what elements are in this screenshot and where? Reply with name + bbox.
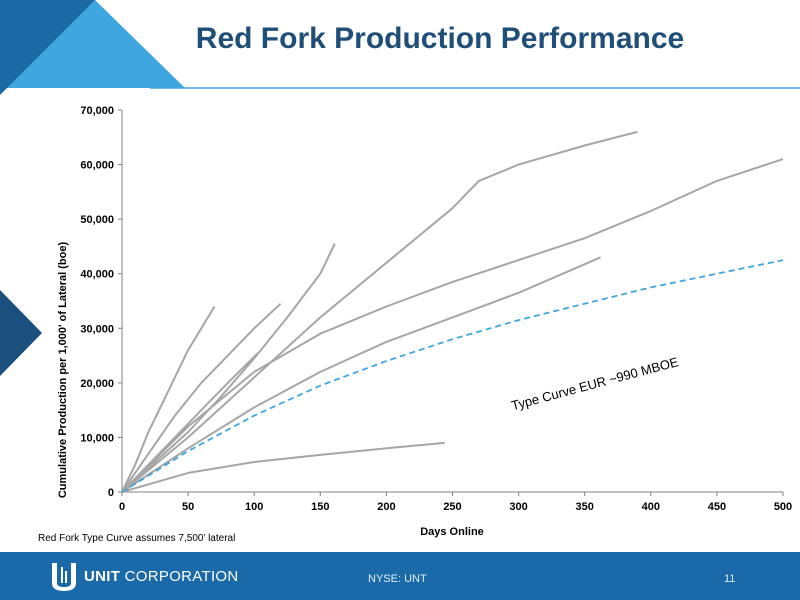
y-tick-label: 40,000: [80, 269, 114, 281]
company-name-bold: UNIT: [84, 568, 121, 585]
x-tick-label: 350: [576, 501, 594, 513]
x-tick-label: 50: [182, 501, 194, 513]
well-series-line-4: [121, 243, 336, 493]
y-axis-label: Cumulative Production per 1,000' of Late…: [57, 242, 69, 499]
well-series-line-1: [121, 305, 216, 493]
footnote: Red Fork Type Curve assumes 7,500’ later…: [38, 533, 236, 544]
footer-bar: [0, 552, 800, 600]
company-name-rest: CORPORATION: [120, 568, 239, 585]
y-tick-label: 50,000: [80, 214, 114, 226]
x-tick-label: 0: [119, 501, 125, 513]
type-curve-annotation: Type Curve EUR ~990 MBOE: [510, 354, 681, 413]
stock-ticker: NYSE: UNT: [368, 573, 427, 585]
x-tick-label: 500: [774, 501, 792, 513]
x-tick-label: 450: [708, 501, 726, 513]
well-series-line-7: [121, 256, 601, 493]
well-series-line-2: [121, 302, 282, 493]
well-series-line-6: [121, 158, 784, 493]
y-tick-label: 20,000: [80, 378, 114, 390]
company-logo-icon: [52, 563, 76, 591]
well-series-line-8: [121, 441, 445, 493]
left-edge-arrow: [0, 290, 42, 376]
y-tick-label: 30,000: [80, 323, 114, 335]
production-chart: 0 50 100 150 200 250 300 350 400 450 500 0 10,000 20,…: [57, 105, 792, 538]
slide-title: Red Fork Production Performance: [195, 22, 685, 55]
x-axis-label: Days Online: [420, 526, 484, 538]
x-tick-label: 400: [642, 501, 660, 513]
chart-axes: [121, 110, 783, 493]
chart-series: [121, 130, 784, 493]
page-number: 11: [724, 573, 736, 585]
y-tick-label: 70,000: [80, 105, 114, 117]
x-tick-label: 250: [443, 501, 461, 513]
x-tick-label: 100: [245, 501, 263, 513]
type-curve-line: [121, 259, 784, 493]
well-series-line-5: [121, 130, 638, 493]
y-tick-label: 0: [108, 487, 114, 499]
x-tick-label: 150: [311, 501, 329, 513]
x-tick-label: 300: [509, 501, 527, 513]
y-tick-label: 10,000: [80, 432, 114, 444]
x-tick-label: 200: [377, 501, 395, 513]
y-tick-label: 60,000: [80, 160, 114, 172]
company-name: UNIT CORPORATION: [84, 568, 239, 585]
corner-shape-dark: [0, 0, 95, 95]
chart-ticks: 0 50 100 150 200 250 300 350 400 450 500 0 10,000 20,…: [80, 105, 792, 513]
